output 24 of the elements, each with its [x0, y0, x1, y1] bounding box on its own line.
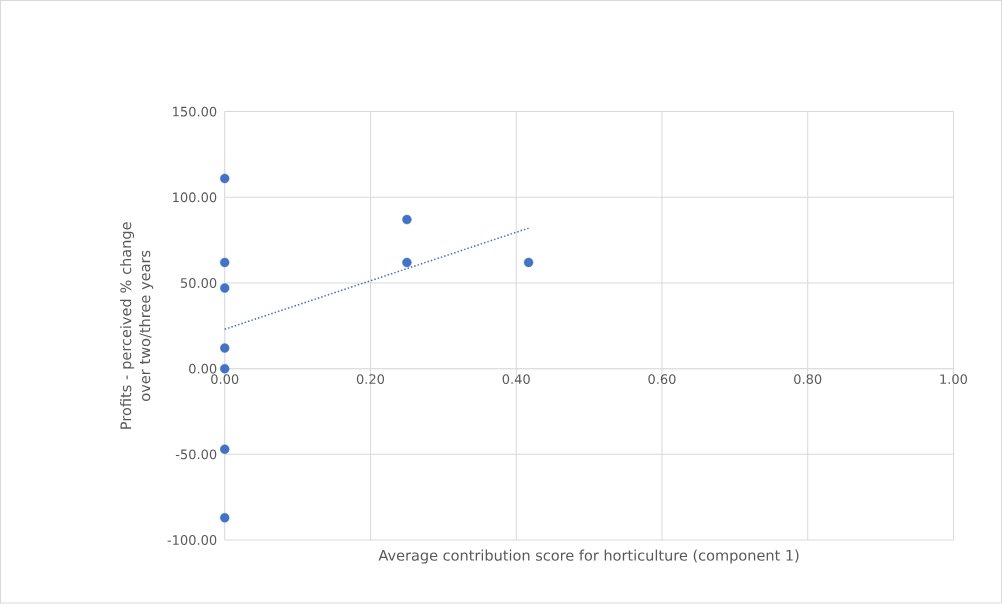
point — [220, 257, 230, 268]
point — [220, 513, 230, 523]
y-tick-label: 0.00 — [189, 363, 217, 374]
y-tick-label: -100.00 — [167, 535, 217, 546]
point — [220, 364, 230, 374]
point — [402, 215, 412, 225]
point — [220, 283, 230, 294]
x-axis-title: Average contribution score for horticulture (component 1) — [378, 549, 799, 564]
x-tick-label: 0.80 — [794, 374, 822, 385]
x-tick-label: 0.00 — [211, 374, 239, 385]
point — [220, 444, 230, 455]
y-tick-label: -50.00 — [175, 449, 217, 460]
point — [523, 257, 534, 268]
point — [402, 257, 412, 268]
x-tick-label: 1.00 — [940, 374, 968, 385]
x-tick-label: 0.60 — [648, 374, 676, 385]
y-axis-title: Profits - perceived % change over two/three years — [120, 222, 154, 429]
x-tick-label: 0.20 — [356, 374, 385, 385]
y-tick-label: 150.00 — [173, 106, 217, 117]
point — [220, 343, 230, 354]
y-tick-label: 100.00 — [173, 192, 217, 203]
y-tick-label: 50.00 — [180, 278, 217, 289]
x-tick-label: 0.40 — [502, 374, 530, 385]
point — [220, 173, 230, 184]
